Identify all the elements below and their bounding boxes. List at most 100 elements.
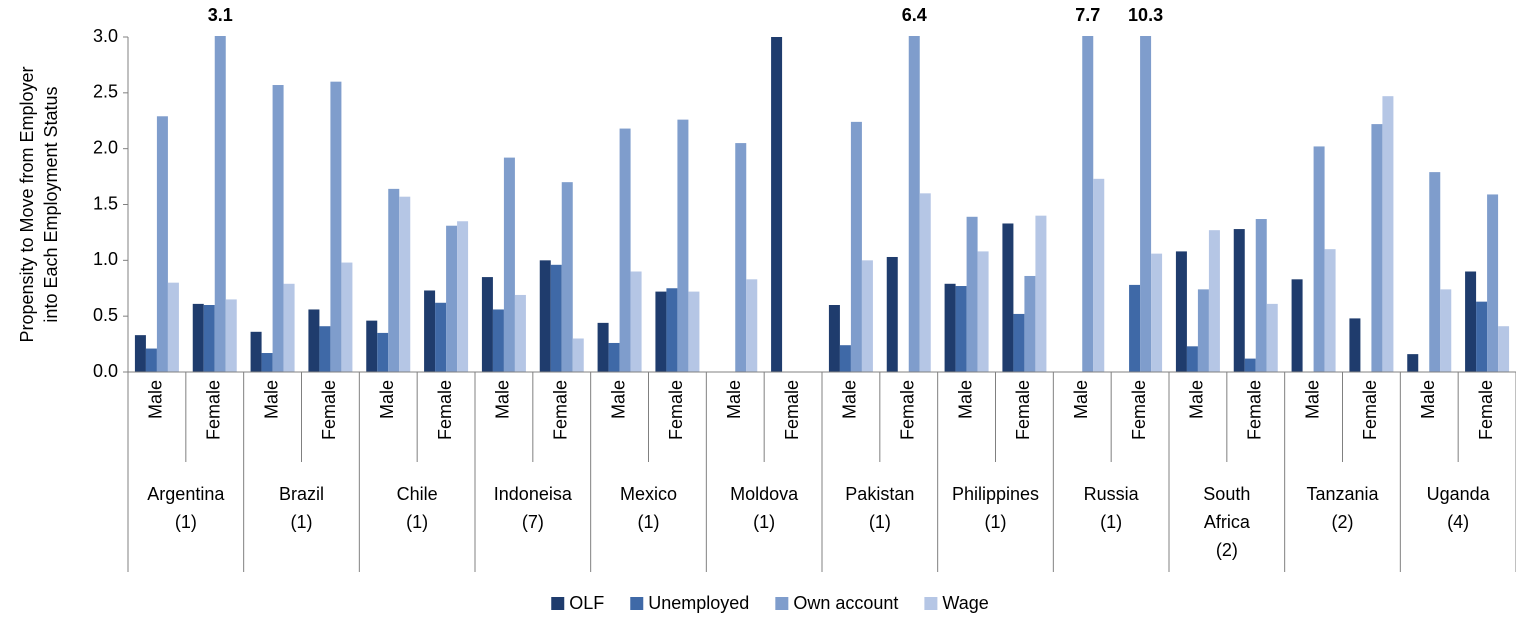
x-tick-label: Male xyxy=(261,380,281,419)
bar xyxy=(597,322,609,372)
x-tick-label: Male xyxy=(840,380,860,419)
x-tick-label: Male xyxy=(1418,380,1438,419)
bar xyxy=(435,302,447,372)
bar xyxy=(955,286,967,372)
bar xyxy=(192,303,204,372)
group-label-line: (1) xyxy=(291,512,313,532)
bar xyxy=(167,282,179,372)
legend-label: Wage xyxy=(942,593,988,613)
group-label: Argentina (1) xyxy=(147,484,225,532)
group-label-line: Russia xyxy=(1084,484,1140,504)
bar xyxy=(1208,230,1220,372)
group-label-line: Philippines xyxy=(952,484,1039,504)
bar xyxy=(134,335,146,372)
bar xyxy=(283,283,295,372)
legend-label: Own account xyxy=(793,593,898,613)
x-tick-label: Male xyxy=(955,380,975,419)
x-tick-label: Male xyxy=(724,380,744,419)
bar xyxy=(1313,146,1325,372)
bar xyxy=(156,116,168,373)
bar xyxy=(655,291,667,372)
x-tick-label: Male xyxy=(1071,380,1091,419)
value-label: 6.4 xyxy=(902,5,927,25)
x-tick-label: Female xyxy=(551,380,571,440)
bar xyxy=(377,332,389,372)
bar xyxy=(446,225,458,372)
bar xyxy=(850,121,862,372)
x-tick-label: Male xyxy=(608,380,628,419)
bar xyxy=(771,37,783,372)
group-label: Chile (1) xyxy=(397,484,438,532)
x-tick-label: Male xyxy=(1302,380,1322,419)
bar xyxy=(272,85,284,373)
bar xyxy=(1093,178,1105,372)
x-tick-label: Female xyxy=(204,380,224,440)
bar xyxy=(608,342,620,372)
group-label-line: (2) xyxy=(1216,540,1238,560)
bar xyxy=(1186,346,1198,372)
bar xyxy=(966,216,978,372)
bar xyxy=(1140,36,1152,372)
x-tick-label: Male xyxy=(493,380,513,419)
y-tick-label: 1.5 xyxy=(93,193,118,213)
group-label-line: Mexico xyxy=(620,484,677,504)
group-label: Moldova (1) xyxy=(730,484,799,532)
bar xyxy=(861,260,873,372)
group-label: Mexico (1) xyxy=(620,484,677,532)
bar xyxy=(250,331,262,372)
bar xyxy=(828,305,840,372)
bar xyxy=(1175,251,1187,372)
y-tick-label: 2.5 xyxy=(93,82,118,102)
bar xyxy=(1233,229,1245,372)
bar xyxy=(1035,215,1047,372)
group-label-line: (1) xyxy=(753,512,775,532)
x-tick-label: Male xyxy=(146,380,166,419)
bar xyxy=(1349,318,1361,372)
bar xyxy=(1024,275,1036,372)
bar xyxy=(539,260,551,372)
bar xyxy=(630,271,642,372)
group-label: Pakistan (1) xyxy=(845,484,914,532)
group-label: Philippines (1) xyxy=(952,484,1039,532)
bar xyxy=(399,196,411,372)
bar xyxy=(1487,194,1499,372)
bar xyxy=(1382,96,1394,372)
x-tick-label: Female xyxy=(782,380,802,440)
value-label: 7.7 xyxy=(1075,5,1100,25)
bar xyxy=(746,279,758,372)
group-label-line: (4) xyxy=(1447,512,1469,532)
group-label-line: Uganda xyxy=(1427,484,1491,504)
legend-label: Unemployed xyxy=(648,593,749,613)
group-label-line: South xyxy=(1203,484,1250,504)
bar xyxy=(514,294,526,372)
bar xyxy=(1371,124,1383,372)
bar xyxy=(1002,223,1014,372)
bar xyxy=(666,288,678,372)
bar xyxy=(319,326,331,372)
bar xyxy=(1476,301,1488,372)
bar xyxy=(1013,313,1025,372)
x-tick-label: Female xyxy=(1476,380,1496,440)
group-label-line: (2) xyxy=(1332,512,1354,532)
bar xyxy=(908,36,920,373)
bar xyxy=(1498,326,1510,372)
bar xyxy=(1129,284,1141,372)
legend-swatch xyxy=(630,597,644,610)
group-label-line: Pakistan xyxy=(845,484,914,504)
bar xyxy=(492,309,504,372)
group-label: Tanzania (2) xyxy=(1306,484,1379,532)
bar xyxy=(1255,219,1267,372)
x-tick-label: Female xyxy=(666,380,686,440)
bar xyxy=(919,193,931,372)
bar xyxy=(1197,289,1209,372)
group-label-line: Tanzania xyxy=(1306,484,1379,504)
group-label: Indoneisa (7) xyxy=(494,484,573,532)
bar xyxy=(550,264,562,372)
legend-swatch xyxy=(775,597,789,610)
group-label-line: (1) xyxy=(406,512,428,532)
bar xyxy=(1465,271,1477,372)
group-label-line: Chile xyxy=(397,484,438,504)
bar xyxy=(1244,358,1256,372)
x-tick-label: Female xyxy=(898,380,918,440)
